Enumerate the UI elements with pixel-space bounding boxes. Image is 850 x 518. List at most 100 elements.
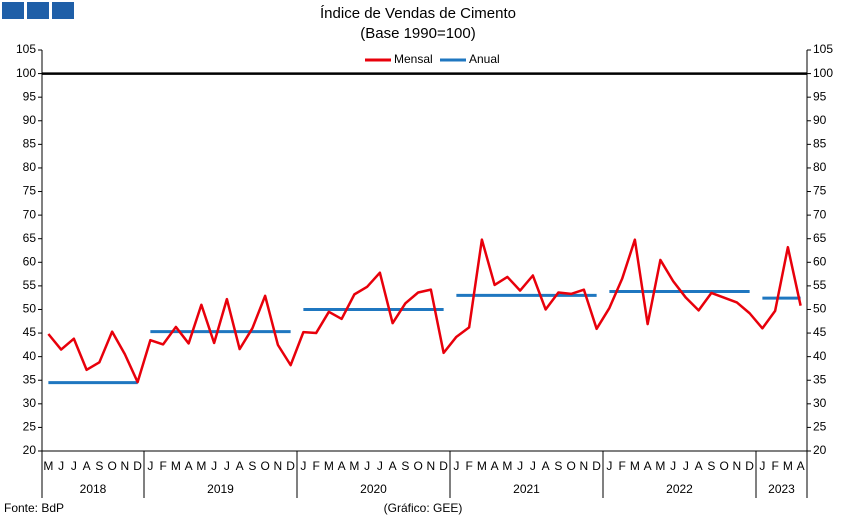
x-tick-label: N (274, 459, 283, 473)
legend-label: Anual (469, 52, 500, 66)
x-tick-label: A (83, 459, 91, 473)
y2-tick-label: 40 (813, 349, 827, 363)
x-tick-label: J (453, 459, 459, 473)
x-tick-label: J (759, 459, 765, 473)
x-tick-label: A (338, 459, 346, 473)
x-tick-label: J (224, 459, 230, 473)
x-tick-label: J (211, 459, 217, 473)
x-tick-label: J (300, 459, 306, 473)
x-tick-label: F (618, 459, 625, 473)
x-tick-label: O (107, 459, 116, 473)
x-tick-label: M (324, 459, 334, 473)
y-tick-label: 70 (23, 207, 37, 221)
y2-tick-label: 95 (813, 89, 827, 103)
y2-tick-label: 65 (813, 231, 827, 245)
y-tick-label: 25 (23, 420, 37, 434)
group-label: 2023 (768, 482, 795, 496)
y2-tick-label: 25 (813, 420, 827, 434)
group-label: 2022 (666, 482, 693, 496)
x-tick-label: J (364, 459, 370, 473)
y-tick-label: 80 (23, 160, 37, 174)
y2-tick-label: 45 (813, 325, 827, 339)
x-tick-label: N (580, 459, 589, 473)
y2-tick-label: 20 (813, 443, 827, 457)
group-label: 2021 (513, 482, 540, 496)
x-tick-label: J (683, 459, 689, 473)
x-tick-label: J (71, 459, 77, 473)
x-tick-label: F (771, 459, 778, 473)
x-tick-label: J (517, 459, 523, 473)
group-label: 2019 (207, 482, 234, 496)
x-tick-label: J (147, 459, 153, 473)
x-tick-label: S (401, 459, 409, 473)
y-tick-label: 50 (23, 302, 37, 316)
x-tick-label: A (797, 459, 805, 473)
x-tick-label: M (196, 459, 206, 473)
x-tick-label: J (377, 459, 383, 473)
x-tick-label: O (413, 459, 422, 473)
y-tick-label: 95 (23, 89, 37, 103)
x-tick-label: S (248, 459, 256, 473)
x-tick-label: S (95, 459, 103, 473)
x-tick-label: M (477, 459, 487, 473)
y2-tick-label: 105 (813, 42, 833, 56)
y2-tick-label: 30 (813, 396, 827, 410)
chart-subtitle: (Base 1990=100) (360, 25, 476, 42)
y-tick-label: 30 (23, 396, 37, 410)
x-tick-label: A (389, 459, 397, 473)
y2-tick-label: 85 (813, 137, 827, 151)
x-tick-label: O (566, 459, 575, 473)
y2-tick-label: 35 (813, 372, 827, 386)
x-tick-label: A (644, 459, 652, 473)
x-tick-label: M (783, 459, 793, 473)
y2-tick-label: 90 (813, 113, 827, 127)
y-tick-label: 85 (23, 137, 37, 151)
y-tick-label: 55 (23, 278, 37, 292)
y2-tick-label: 50 (813, 302, 827, 316)
x-tick-label: D (286, 459, 295, 473)
x-tick-label: N (427, 459, 436, 473)
x-tick-label: D (133, 459, 142, 473)
y-tick-label: 75 (23, 184, 37, 198)
group-label: 2020 (360, 482, 387, 496)
x-tick-label: A (695, 459, 703, 473)
y-tick-label: 20 (23, 443, 37, 457)
x-tick-label: N (121, 459, 130, 473)
x-tick-label: D (745, 459, 754, 473)
x-tick-label: M (630, 459, 640, 473)
x-tick-label: A (185, 459, 193, 473)
x-tick-label: A (542, 459, 550, 473)
x-tick-label: D (439, 459, 448, 473)
x-tick-label: N (733, 459, 742, 473)
logo-square (2, 2, 24, 19)
x-tick-label: A (491, 459, 499, 473)
credit: (Gráfico: GEE) (384, 501, 463, 515)
x-tick-label: F (465, 459, 472, 473)
x-tick-label: S (707, 459, 715, 473)
x-tick-label: M (655, 459, 665, 473)
monthly-line (47, 238, 802, 384)
x-tick-label: J (670, 459, 676, 473)
x-tick-label: O (260, 459, 269, 473)
x-tick-label: M (502, 459, 512, 473)
x-tick-label: S (554, 459, 562, 473)
legend-label: Mensal (394, 52, 433, 66)
x-tick-label: J (530, 459, 536, 473)
x-tick-label: M (43, 459, 53, 473)
logo-square (27, 2, 49, 19)
y-tick-label: 40 (23, 349, 37, 363)
x-tick-label: F (312, 459, 319, 473)
x-tick-label: O (719, 459, 728, 473)
x-tick-label: A (236, 459, 244, 473)
x-tick-label: M (349, 459, 359, 473)
y2-tick-label: 55 (813, 278, 827, 292)
x-tick-label: D (592, 459, 601, 473)
group-label: 2018 (80, 482, 107, 496)
y2-tick-label: 60 (813, 254, 827, 268)
y-tick-label: 100 (16, 66, 36, 80)
source: Fonte: BdP (4, 501, 64, 515)
chart-title: Índice de Vendas de Cimento (320, 5, 516, 22)
x-tick-label: F (159, 459, 166, 473)
x-tick-label: J (58, 459, 64, 473)
y2-tick-label: 75 (813, 184, 827, 198)
